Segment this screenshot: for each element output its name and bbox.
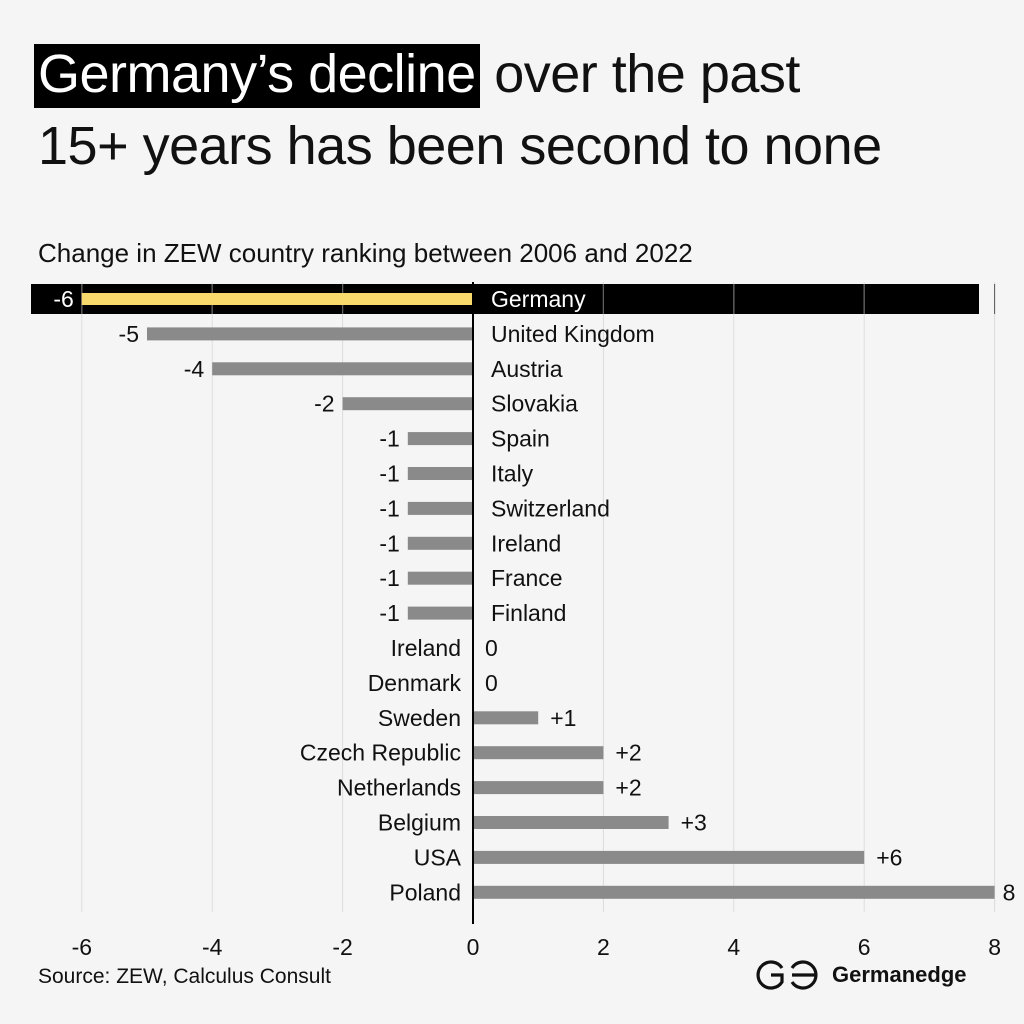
category-label: Switzerland bbox=[491, 495, 610, 521]
value-label: +2 bbox=[615, 740, 641, 766]
value-label: +6 bbox=[876, 844, 902, 870]
category-label: USA bbox=[414, 844, 462, 870]
category-label: Slovakia bbox=[491, 391, 578, 417]
category-label: Germany bbox=[491, 286, 586, 312]
bar bbox=[407, 432, 473, 446]
value-label: -5 bbox=[119, 321, 139, 347]
bar bbox=[473, 816, 669, 829]
bar bbox=[147, 327, 473, 341]
title-rest-line1: over the past bbox=[479, 44, 800, 104]
bar bbox=[473, 850, 865, 864]
value-label: -1 bbox=[379, 565, 399, 591]
value-label: -1 bbox=[379, 495, 399, 521]
value-label: 8 bbox=[1003, 879, 1016, 905]
x-tick-label: -4 bbox=[202, 934, 223, 960]
category-label: Spain bbox=[491, 426, 550, 452]
value-label: 0 bbox=[485, 635, 498, 661]
x-tick-label: 8 bbox=[988, 934, 1001, 960]
category-label: Italy bbox=[491, 461, 534, 487]
value-label: -6 bbox=[53, 286, 73, 312]
category-label: Finland bbox=[491, 600, 566, 626]
x-tick-label: 0 bbox=[467, 934, 480, 960]
value-label: -1 bbox=[379, 461, 399, 487]
category-label: Denmark bbox=[368, 670, 462, 696]
category-label: Netherlands bbox=[337, 775, 461, 801]
category-label: Poland bbox=[389, 879, 461, 905]
value-label: 0 bbox=[485, 670, 498, 696]
bar bbox=[407, 571, 473, 585]
x-tick-label: 6 bbox=[858, 934, 871, 960]
bar bbox=[473, 885, 995, 899]
value-label: -4 bbox=[184, 356, 205, 382]
title-highlight: Germany’s decline bbox=[34, 44, 480, 108]
chart-title: Germany’s decline over the past 15+ year… bbox=[34, 38, 1018, 182]
bar bbox=[473, 746, 604, 760]
value-label: +1 bbox=[550, 705, 576, 731]
category-label: Belgium bbox=[378, 810, 461, 836]
value-label: +2 bbox=[615, 775, 641, 801]
source-note: Source: ZEW, Calculus Consult bbox=[38, 965, 331, 988]
value-label: -1 bbox=[379, 426, 399, 452]
brand: Germanedge bbox=[754, 958, 967, 992]
x-tick-label: -6 bbox=[72, 934, 92, 960]
x-tick-label: -2 bbox=[332, 934, 352, 960]
bar bbox=[407, 467, 473, 480]
bar bbox=[407, 501, 473, 515]
x-tick-label: 2 bbox=[597, 934, 610, 960]
bar bbox=[407, 536, 473, 550]
category-label: Czech Republic bbox=[300, 740, 461, 766]
value-label: -2 bbox=[314, 391, 334, 417]
category-label: Ireland bbox=[391, 635, 461, 661]
bar bbox=[342, 397, 473, 411]
category-label: Ireland bbox=[491, 530, 561, 556]
bar bbox=[407, 606, 473, 620]
value-label: -1 bbox=[379, 600, 399, 626]
chart-subtitle: Change in ZEW country ranking between 20… bbox=[38, 238, 693, 268]
category-label: United Kingdom bbox=[491, 321, 655, 347]
category-label: Austria bbox=[491, 356, 563, 382]
brand-name: Germanedge bbox=[832, 962, 967, 987]
title-line2: 15+ years has been second to none bbox=[38, 116, 882, 176]
category-label: France bbox=[491, 565, 563, 591]
x-tick-label: 4 bbox=[727, 934, 740, 960]
category-label: Sweden bbox=[378, 705, 461, 731]
bar bbox=[212, 362, 473, 376]
bar bbox=[81, 293, 474, 305]
germanedge-logo-icon bbox=[756, 960, 818, 990]
value-label: -1 bbox=[379, 530, 399, 556]
bar bbox=[473, 711, 539, 725]
bar bbox=[473, 781, 604, 795]
value-label: +3 bbox=[681, 810, 707, 836]
